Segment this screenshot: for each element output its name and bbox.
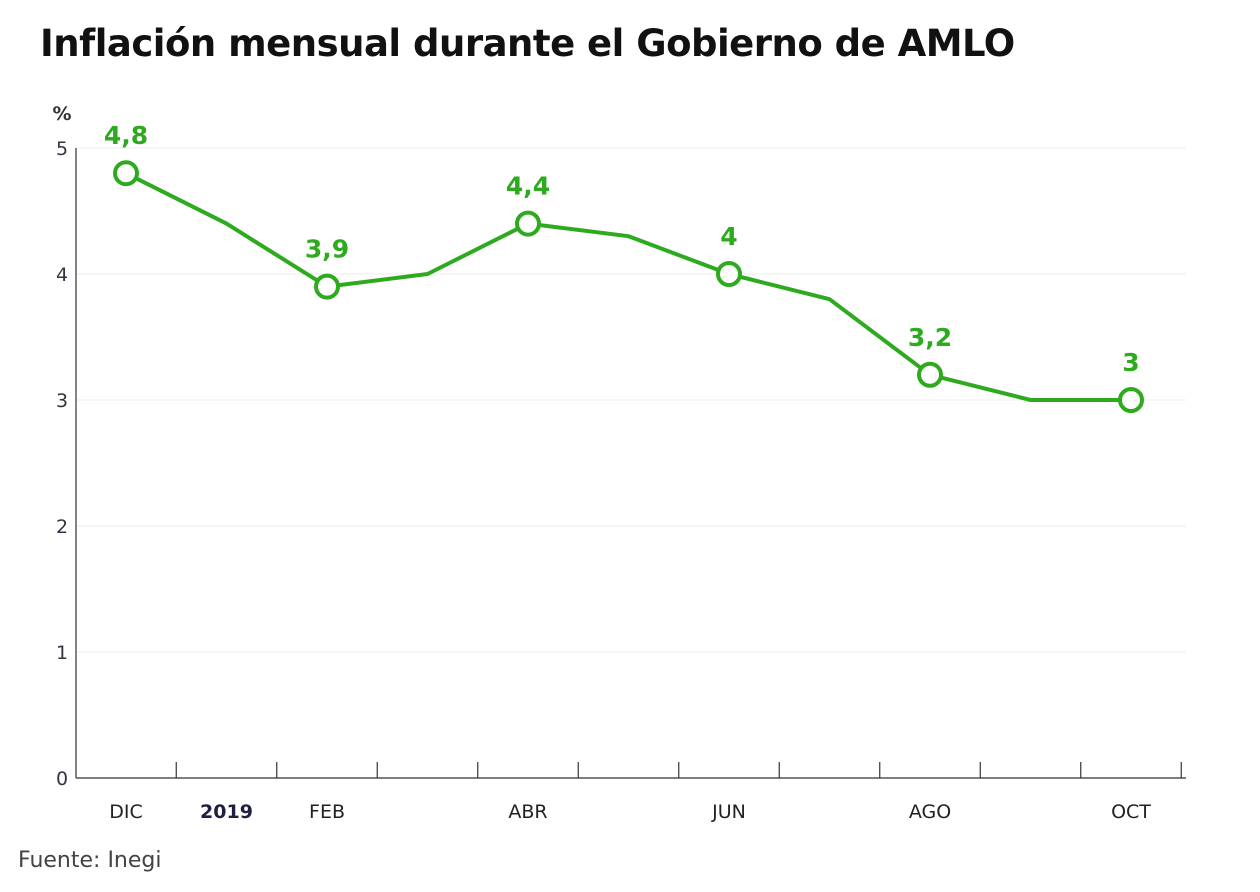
- x-tick-label-jun: JUN: [711, 801, 746, 823]
- x-tick-label-dic: DIC: [109, 801, 143, 823]
- data-label-abr: 4,4: [506, 172, 550, 201]
- grid-layer: [76, 147, 1186, 653]
- x-tick-label-abr: ABR: [508, 801, 547, 823]
- data-label-feb: 3,9: [305, 235, 349, 264]
- y-tick-label-5: 5: [56, 138, 68, 160]
- x-tick-label-ago: AGO: [909, 801, 951, 823]
- y-tick-label-0: 0: [56, 768, 68, 790]
- data-point-marker-abr: [515, 210, 541, 237]
- data-label-oct: 3: [1122, 348, 1139, 377]
- data-label-ago: 3,2: [908, 323, 952, 352]
- chart-title: Inflación mensual durante el Gobierno de…: [40, 22, 1015, 65]
- y-tick-label-1: 1: [56, 642, 68, 664]
- data-label-dic: 4,8: [104, 121, 148, 150]
- y-tick-label-2: 2: [56, 516, 68, 538]
- source-note: Fuente: Inegi: [18, 848, 162, 873]
- y-tick-label-3: 3: [56, 390, 68, 412]
- y-axis-unit-label: %: [52, 103, 71, 125]
- data-point-marker-ago: [917, 361, 943, 388]
- x-tick-label-feb: FEB: [309, 801, 345, 823]
- data-point-marker-feb: [314, 273, 340, 300]
- label-layer: 4,8 3,9 4,4 4 3,2 3: [104, 121, 1140, 377]
- data-point-marker-jun: [716, 261, 742, 287]
- axis-layer: 0 1 2 3 4 5% DIC 2019 FEB ABR JUN AGO OCT: [52, 103, 1186, 823]
- x-tick-label-oct: OCT: [1111, 801, 1151, 823]
- y-tick-label-4: 4: [56, 264, 68, 286]
- data-label-jun: 4: [720, 222, 737, 251]
- series-line: [124, 171, 1133, 402]
- data-point-marker-oct: [1118, 387, 1144, 413]
- data-point-marker-dic: [113, 160, 139, 187]
- x-year-marker: 2019: [200, 801, 253, 823]
- series-layer: [113, 160, 1144, 413]
